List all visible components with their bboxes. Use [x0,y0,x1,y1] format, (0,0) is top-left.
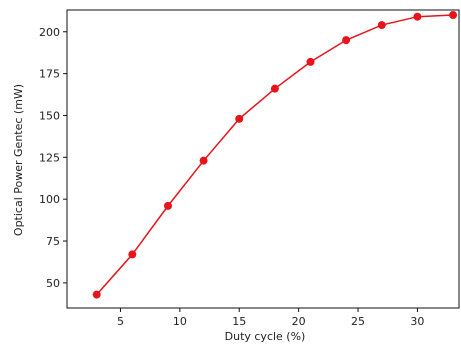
data-point [270,84,279,93]
x-tick-label: 10 [173,315,187,328]
data-point [128,250,137,259]
data-point [413,12,422,21]
axes: 5 10 15 20 25 30 50 75 100 125 150 175 200 [39,9,460,328]
y-tick-label: 50 [46,277,60,290]
y-tick-label: 75 [46,235,60,248]
x-tick-label: 20 [292,315,306,328]
data-point [199,156,208,165]
series-line [96,14,454,296]
y-axis-label: Optical Power Gentec (mW) [12,84,25,236]
y-tick-label: 175 [39,68,60,81]
data-point [163,201,172,210]
data-point [342,36,351,45]
x-tick-label: 30 [410,315,424,328]
x-tick-label: 15 [232,315,246,328]
data-point [92,290,101,299]
x-axis-label: Duty cycle (%) [225,330,306,343]
data-point [449,11,458,20]
y-tick-label: 200 [39,26,60,39]
plot-frame [66,9,460,309]
data-point [306,57,315,66]
plot-area [92,11,458,299]
data-point [377,21,386,30]
x-tick-label: 25 [351,315,365,328]
y-tick-label: 150 [39,109,60,122]
y-tick-label: 100 [39,193,60,206]
y-tick-label: 125 [39,151,60,164]
data-point [235,114,244,123]
x-tick-label: 5 [117,315,124,328]
